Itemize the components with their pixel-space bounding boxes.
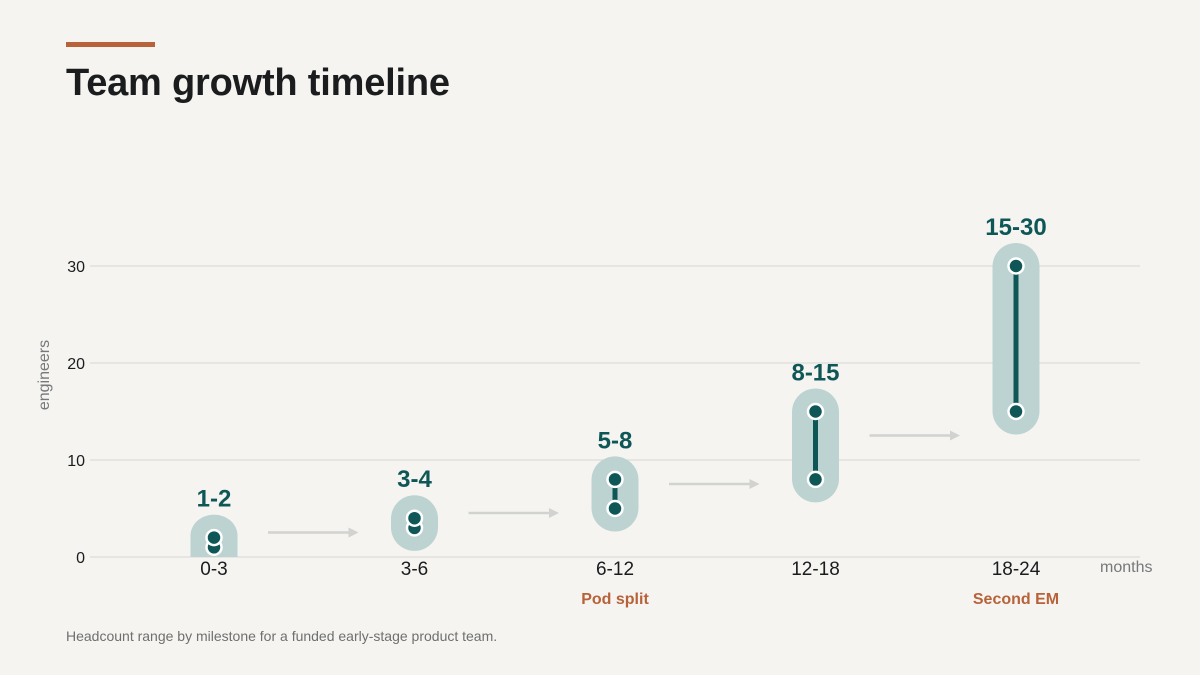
page-title: Team growth timeline — [66, 62, 450, 104]
y-tick-label: 0 — [76, 550, 85, 567]
y-tick-label: 30 — [67, 259, 85, 276]
range-high-point — [806, 402, 825, 421]
chart-caption: Headcount range by milestone for a funde… — [66, 628, 498, 644]
range-value-label: 1-2 — [197, 486, 232, 513]
milestone-annotation: Second EM — [973, 591, 1059, 608]
x-tick-label: 0-3 — [200, 559, 227, 580]
title-accent-bar — [66, 42, 155, 47]
range-value-label: 3-4 — [397, 466, 432, 493]
x-tick-label: 18-24 — [992, 559, 1041, 580]
range-high-point — [606, 470, 624, 489]
range-value-label: 5-8 — [598, 427, 633, 454]
y-tick-label: 10 — [67, 453, 85, 470]
range-low-point — [806, 470, 825, 489]
transition-arrow-head — [950, 430, 960, 441]
y-axis-label: engineers — [36, 340, 53, 410]
x-axis-label: months — [1100, 559, 1152, 576]
x-tick-label: 6-12 — [596, 559, 634, 580]
range-high-point — [405, 509, 424, 527]
milestone-annotation: Pod split — [581, 591, 649, 608]
transition-arrow-head — [749, 478, 760, 489]
y-tick-label: 20 — [67, 356, 85, 373]
range-value-label: 8-15 — [791, 360, 839, 387]
range-high-point — [205, 528, 223, 547]
transition-arrow-head — [348, 527, 359, 538]
x-tick-label: 12-18 — [791, 559, 840, 580]
transition-arrow-head — [549, 508, 559, 519]
x-tick-label: 3-6 — [401, 559, 428, 580]
range-low-point — [1007, 402, 1025, 421]
range-low-point — [606, 499, 624, 518]
range-value-label: 15-30 — [985, 214, 1046, 241]
range-high-point — [1007, 257, 1025, 275]
